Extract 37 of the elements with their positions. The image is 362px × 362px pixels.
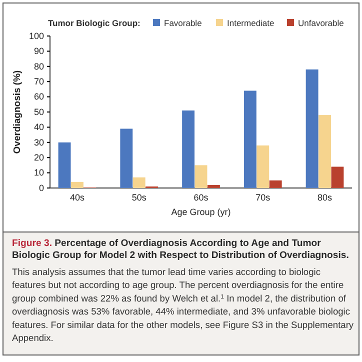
x-axis-title: Age Group (yr): [171, 207, 231, 217]
x-tick-label: 70s: [256, 192, 271, 202]
legend-label: Unfavorable: [298, 18, 344, 28]
y-tick-label: 50: [34, 106, 44, 117]
x-tick-label: 60s: [194, 192, 209, 202]
bar: [132, 177, 146, 188]
bar: [71, 182, 84, 188]
bar: [207, 184, 220, 188]
y-tick-label: 10: [34, 168, 44, 178]
bar: [256, 145, 270, 188]
legend-label: Favorable: [164, 18, 202, 28]
bar: [244, 90, 256, 188]
bar: [318, 115, 331, 188]
y-tick-label: 90: [34, 46, 44, 56]
legend-title: Tumor Biologic Group:: [48, 18, 141, 28]
bar: [269, 180, 282, 188]
bar: [120, 128, 133, 188]
bar: [58, 142, 71, 188]
x-tick-label: 40s: [70, 192, 85, 202]
bar: [194, 165, 208, 188]
text: Figure 3. Percentage of Overdiagnosis According to Age and Tumor Biologic Group for Model 2 with Respect to Distribution of Overdiagnosis.: [12, 238, 349, 261]
y-tick-label: 40: [34, 122, 44, 132]
y-tick-label: 30: [34, 137, 44, 148]
y-tick-label: 100: [28, 30, 44, 41]
x-tick-label: 80s: [318, 192, 333, 202]
y-tick-label: 70: [34, 76, 44, 86]
bar: [182, 110, 195, 188]
y-tick-label: 80: [34, 61, 44, 72]
bar: [306, 69, 318, 188]
text: This analysis assumes that the tumor lead time varies according to biologic features but not according to age group. The percent overdiagnosis for the entire group combined was 22% as found by Welch et al.$^{1}$ In model 2, the distribution of overdiagnosis was 53% favorable, 44% intermediate, and 3% unfavorable biologic features. For similar data for the other models, see Figure S3 in the Supplementary Appendix.: [12, 267, 354, 343]
y-tick-label: 60: [34, 92, 44, 102]
legend-label: Intermediate: [227, 18, 275, 28]
y-tick-label: 0: [38, 182, 44, 193]
y-tick-label: 20: [34, 152, 44, 162]
x-tick-label: 50s: [132, 192, 147, 202]
bar: [331, 166, 344, 188]
y-axis-title: Overdiagnosis (%): [12, 70, 23, 154]
